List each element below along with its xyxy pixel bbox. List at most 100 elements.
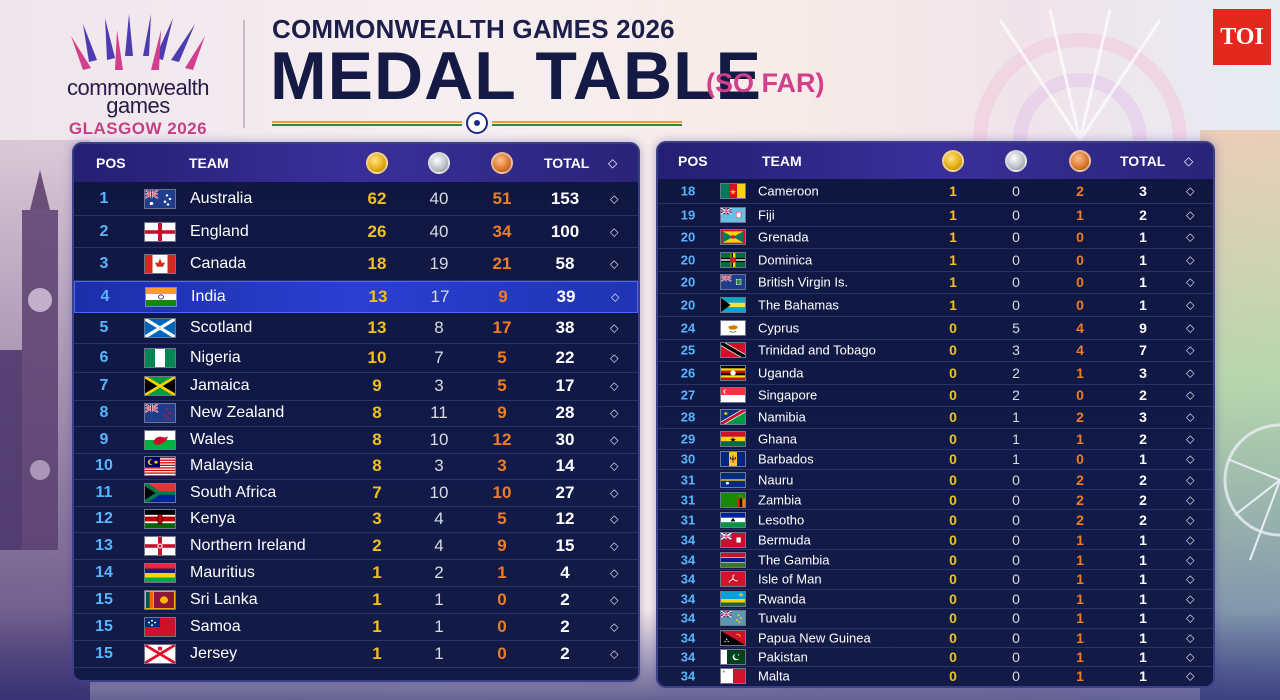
table-row[interactable]: 14 Mauritius 1 2 1 4 ◇ (74, 560, 638, 587)
row-position: 34 (680, 532, 696, 547)
table-row[interactable]: 25 Trinidad and Tobago 0 3 4 7 ◇ (658, 340, 1213, 362)
row-expand-icon[interactable]: ◇ (610, 513, 619, 526)
row-expand-icon[interactable]: ◇ (1186, 209, 1195, 221)
table-row[interactable]: 34 Tuvalu 0 0 1 1 ◇ (658, 609, 1213, 629)
table-row[interactable]: 26 Uganda 0 2 1 3 ◇ (658, 362, 1213, 385)
row-expand-icon[interactable]: ◇ (610, 621, 619, 633)
table-row[interactable]: 31 Nauru 0 0 2 2 ◇ (658, 470, 1213, 490)
row-expand-icon[interactable]: ◇ (1186, 514, 1195, 526)
row-expand-icon[interactable]: ◇ (610, 322, 619, 335)
table-row[interactable]: 10 Malaysia 8 3 3 14 ◇ (74, 454, 638, 480)
table-row[interactable]: 2 England 26 40 34 100 ◇ (74, 216, 638, 248)
table-row[interactable]: 27 Singapore 0 2 0 2 ◇ (658, 385, 1213, 407)
sort-icon[interactable]: ◇ (1184, 154, 1194, 168)
row-team-name: Malaysia (190, 457, 254, 475)
row-team-name: Samoa (190, 617, 241, 635)
table-row[interactable]: 1 Australia 62 40 51 153 ◇ (74, 182, 638, 216)
row-expand-icon[interactable]: ◇ (610, 567, 619, 579)
row-expand-icon[interactable]: ◇ (610, 540, 619, 553)
row-expand-icon[interactable]: ◇ (610, 434, 619, 447)
row-expand-icon[interactable]: ◇ (610, 380, 619, 393)
row-expand-icon[interactable]: ◇ (1186, 554, 1195, 566)
row-expand-icon[interactable]: ◇ (1186, 411, 1195, 424)
table-row[interactable]: 34 Isle of Man 0 0 1 1 ◇ (658, 570, 1213, 590)
table-row[interactable]: 20 British Virgin Is. 1 0 0 1 ◇ (658, 272, 1213, 294)
row-expand-icon[interactable]: ◇ (1186, 593, 1195, 606)
row-silver-count: 0 (1012, 229, 1020, 246)
row-expand-icon[interactable]: ◇ (1186, 322, 1195, 334)
row-expand-icon[interactable]: ◇ (1186, 254, 1195, 267)
sort-icon[interactable]: ◇ (608, 156, 618, 170)
table-row[interactable]: 5 Scotland 13 8 17 38 ◇ (74, 313, 638, 344)
row-expand-icon[interactable]: ◇ (1186, 632, 1195, 644)
row-expand-icon[interactable]: ◇ (610, 648, 619, 661)
table-row[interactable]: 28 Namibia 0 1 2 3 ◇ (658, 407, 1213, 429)
row-total-count: 1 (1139, 610, 1147, 627)
table-row[interactable]: 6 Nigeria 10 7 5 22 ◇ (74, 344, 638, 373)
table-row[interactable]: 20 The Bahamas 1 0 0 1 ◇ (658, 294, 1213, 317)
row-expand-icon[interactable]: ◇ (1186, 651, 1195, 663)
table-row[interactable]: 34 Papua New Guinea 0 0 1 1 ◇ (658, 629, 1213, 648)
row-team-name: Malta (758, 668, 790, 684)
row-expand-icon[interactable]: ◇ (1186, 231, 1195, 244)
table-row[interactable]: 15 Sri Lanka 1 1 0 2 ◇ (74, 587, 638, 614)
table-row[interactable]: 7 Jamaica 9 3 5 17 ◇ (74, 373, 638, 401)
row-expand-icon[interactable]: ◇ (610, 226, 619, 238)
table-row[interactable]: 34 Rwanda 0 0 1 1 ◇ (658, 590, 1213, 609)
row-total-count: 7 (1139, 342, 1147, 359)
row-silver-count: 4 (434, 509, 444, 529)
table-row[interactable]: 18 Cameroon 1 0 2 3 ◇ (658, 179, 1213, 204)
table-row[interactable]: 24 Cyprus 0 5 4 9 ◇ (658, 317, 1213, 340)
table-row[interactable]: 34 Malta 0 0 1 1 ◇ (658, 667, 1213, 687)
table-row[interactable]: 15 Jersey 1 1 0 2 ◇ (74, 641, 638, 668)
table-row[interactable]: 13 Northern Ireland 2 4 9 15 ◇ (74, 533, 638, 560)
table-row[interactable]: 15 Samoa 1 1 0 2 ◇ (74, 614, 638, 641)
row-expand-icon[interactable]: ◇ (1186, 534, 1195, 546)
row-expand-icon[interactable]: ◇ (1186, 276, 1195, 289)
row-expand-icon[interactable]: ◇ (1186, 494, 1195, 506)
row-expand-icon[interactable]: ◇ (610, 594, 619, 606)
row-expand-icon[interactable]: ◇ (610, 460, 619, 473)
row-expand-icon[interactable]: ◇ (1186, 299, 1195, 312)
row-expand-icon[interactable]: ◇ (1186, 433, 1195, 445)
row-expand-icon[interactable]: ◇ (610, 407, 619, 420)
table-row[interactable]: 34 Bermuda 0 0 1 1 ◇ (658, 530, 1213, 550)
table-row[interactable]: 3 Canada 18 19 21 58 ◇ (74, 248, 638, 281)
row-expand-icon[interactable]: ◇ (610, 193, 619, 205)
toi-logo[interactable]: TOI (1213, 9, 1271, 65)
row-expand-icon[interactable]: ◇ (610, 352, 619, 365)
table-row[interactable]: 9 Wales 8 10 12 30 ◇ (74, 427, 638, 454)
row-expand-icon[interactable]: ◇ (1186, 389, 1195, 402)
table-row[interactable]: 11 South Africa 7 10 10 27 ◇ (74, 480, 638, 507)
row-silver-count: 40 (429, 188, 449, 208)
row-expand-icon[interactable]: ◇ (1186, 573, 1195, 586)
table-row[interactable]: 4 India 13 17 9 39 ◇ (74, 280, 638, 313)
row-position: 15 (95, 617, 113, 635)
table-row[interactable]: 20 Dominica 1 0 0 1 ◇ (658, 249, 1213, 272)
table-row[interactable]: 34 Pakistan 0 0 1 1 ◇ (658, 648, 1213, 667)
table-row[interactable]: 20 Grenada 1 0 0 1 ◇ (658, 227, 1213, 249)
table-row[interactable]: 30 Barbados 0 1 0 1 ◇ (658, 450, 1213, 470)
table-row[interactable]: 31 Lesotho 0 0 2 2 ◇ (658, 510, 1213, 530)
row-expand-icon[interactable]: ◇ (611, 291, 620, 304)
flag-mu-icon (144, 562, 176, 583)
table-row[interactable]: 19 Fiji 1 0 1 2 ◇ (658, 204, 1213, 227)
row-expand-icon[interactable]: ◇ (1186, 670, 1195, 683)
row-expand-icon[interactable]: ◇ (1186, 344, 1195, 357)
row-expand-icon[interactable]: ◇ (610, 258, 619, 271)
row-expand-icon[interactable]: ◇ (1186, 453, 1195, 466)
row-position: 34 (680, 610, 696, 626)
table-row[interactable]: 29 Ghana 0 1 1 2 ◇ (658, 429, 1213, 450)
row-position: 25 (680, 342, 696, 358)
row-expand-icon[interactable]: ◇ (1186, 367, 1195, 380)
row-expand-icon[interactable]: ◇ (1186, 185, 1195, 198)
row-expand-icon[interactable]: ◇ (1186, 612, 1195, 625)
row-expand-icon[interactable]: ◇ (1186, 474, 1195, 486)
table-row[interactable]: 8 New Zealand 8 11 9 28 ◇ (74, 401, 638, 427)
row-team-name: Singapore (758, 387, 818, 403)
row-position: 34 (680, 630, 696, 645)
row-expand-icon[interactable]: ◇ (610, 487, 619, 500)
table-row[interactable]: 12 Kenya 3 4 5 12 ◇ (74, 507, 638, 533)
table-row[interactable]: 31 Zambia 0 0 2 2 ◇ (658, 490, 1213, 510)
table-row[interactable]: 34 The Gambia 0 0 1 1 ◇ (658, 550, 1213, 570)
